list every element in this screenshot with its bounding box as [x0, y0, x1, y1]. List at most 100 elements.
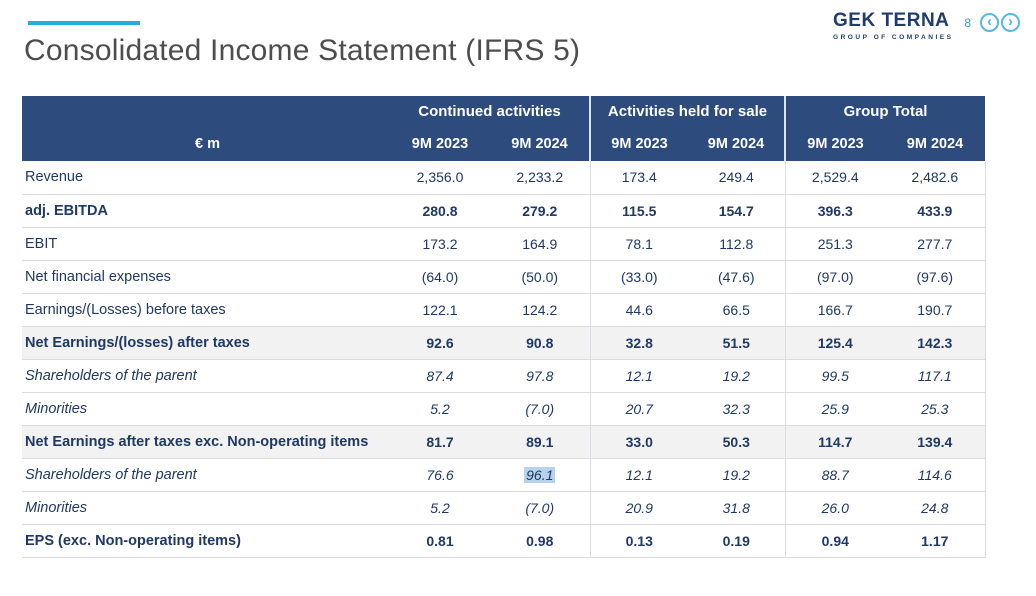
row-value: 139.4 [885, 425, 986, 459]
row-value: (64.0) [390, 260, 490, 294]
row-value: 114.6 [885, 458, 986, 492]
column-group-row: Continued activities Activities held for… [22, 96, 986, 127]
row-value: 142.3 [885, 326, 986, 360]
row-value: 19.2 [688, 359, 786, 393]
row-value: 1.17 [885, 524, 986, 558]
page-number: 8 [964, 15, 971, 30]
row-value: 44.6 [589, 293, 688, 327]
prev-slide-button[interactable]: ‹ [980, 13, 999, 32]
income-statement-table: Continued activities Activities held for… [22, 96, 986, 558]
period-header-row: € m 9M 2023 9M 2024 9M 2023 9M 2024 9M 2… [22, 127, 986, 161]
table-row: Net Earnings after taxes exc. Non-operat… [22, 425, 986, 459]
row-value: 96.1 [490, 458, 590, 492]
header-spacer [22, 96, 390, 127]
period-header: 9M 2024 [688, 127, 786, 161]
row-value: 249.4 [688, 161, 786, 195]
row-value: 25.3 [885, 392, 986, 426]
column-group-held-for-sale: Activities held for sale [588, 96, 786, 127]
row-value: 117.1 [885, 359, 986, 393]
period-header: 9M 2024 [490, 127, 590, 161]
table-row: EBIT 173.2 164.9 78.1 112.8 251.3 277.7 [22, 227, 986, 261]
slide-pager: 8 ‹ › [964, 13, 1020, 32]
row-value: 25.9 [784, 392, 886, 426]
table-row: Net Earnings/(losses) after taxes 92.6 90.… [22, 326, 986, 360]
row-label: adj. EBITDA [22, 194, 390, 228]
row-value: 12.1 [589, 458, 688, 492]
row-value: 26.0 [784, 491, 886, 525]
table-row: Earnings/(Losses) before taxes 122.1 124.2… [22, 293, 986, 327]
row-label: Minorities [22, 392, 390, 426]
row-value: 87.4 [390, 359, 490, 393]
row-value: 89.1 [490, 425, 590, 459]
row-value: (7.0) [490, 491, 590, 525]
column-group-continued: Continued activities [390, 96, 590, 127]
company-logo: GEK TERNA GROUP OF COMPANIES [833, 10, 954, 41]
table-row: Shareholders of the parent 76.6 96.1 12.1 19… [22, 458, 986, 492]
page-title: Consolidated Income Statement (IFRS 5) [24, 34, 581, 67]
row-value: 2,356.0 [390, 161, 490, 195]
row-value: 122.1 [390, 293, 490, 327]
row-value: 32.8 [589, 326, 688, 360]
table-row: Minorities 5.2 (7.0) 20.7 32.3 25.9 25.3 [22, 392, 986, 426]
column-group-group-total: Group Total [784, 96, 986, 127]
row-value: 396.3 [784, 194, 886, 228]
row-value: 20.9 [589, 491, 688, 525]
row-value: 32.3 [688, 392, 786, 426]
row-value: 0.94 [784, 524, 886, 558]
row-value: (97.0) [784, 260, 886, 294]
row-label: EBIT [22, 227, 390, 261]
row-value: 2,529.4 [784, 161, 886, 195]
table-row: Shareholders of the parent 87.4 97.8 12.1 19… [22, 359, 986, 393]
row-label: Shareholders of the parent [22, 359, 390, 393]
logo-text: GEK TERNA [833, 10, 950, 31]
row-value: 78.1 [589, 227, 688, 261]
row-value: 92.6 [390, 326, 490, 360]
period-header: 9M 2024 [885, 127, 986, 161]
period-header: 9M 2023 [390, 127, 490, 161]
table-row: Minorities 5.2 (7.0) 20.9 31.8 26.0 24.8 [22, 491, 986, 525]
title-accent-line [28, 21, 140, 25]
row-value: 50.3 [688, 425, 786, 459]
row-value: 124.2 [490, 293, 590, 327]
table-row: adj. EBITDA 280.8 279.2 115.5 154.7 396.3 433.… [22, 194, 986, 228]
row-value: 190.7 [885, 293, 986, 327]
row-value: 5.2 [390, 392, 490, 426]
period-header: 9M 2023 [589, 127, 688, 161]
row-value: 66.5 [688, 293, 786, 327]
table-body: Revenue 2,356.0 2,233.2 173.4 249.4 2,529.4 2,… [22, 161, 986, 558]
row-value: 12.1 [589, 359, 688, 393]
next-slide-button[interactable]: › [1001, 13, 1020, 32]
row-value: 280.8 [390, 194, 490, 228]
unit-label: € m [22, 127, 390, 161]
row-value: 99.5 [784, 359, 886, 393]
row-value: (33.0) [589, 260, 688, 294]
row-value: (47.6) [688, 260, 786, 294]
row-value: 251.3 [784, 227, 886, 261]
table-header: Continued activities Activities held for… [22, 96, 986, 161]
row-value: (7.0) [490, 392, 590, 426]
logo-subtitle: GROUP OF COMPANIES [833, 34, 954, 41]
row-value: 173.4 [589, 161, 688, 195]
table-row: EPS (exc. Non-operating items) 0.81 0.98 0.… [22, 524, 986, 558]
row-label: Earnings/(Losses) before taxes [22, 293, 390, 327]
row-value: 20.7 [589, 392, 688, 426]
row-label: Shareholders of the parent [22, 458, 390, 492]
row-label: Net Earnings/(losses) after taxes [22, 326, 390, 360]
row-value: 2,233.2 [490, 161, 590, 195]
row-value: 0.81 [390, 524, 490, 558]
row-value: 88.7 [784, 458, 886, 492]
row-label: Revenue [22, 161, 390, 195]
row-value: 0.19 [688, 524, 786, 558]
row-label: EPS (exc. Non-operating items) [22, 524, 390, 558]
row-label: Minorities [22, 491, 390, 525]
row-value: 33.0 [589, 425, 688, 459]
row-value: 112.8 [688, 227, 786, 261]
period-header: 9M 2023 [784, 127, 886, 161]
row-value: 5.2 [390, 491, 490, 525]
row-value: 97.8 [490, 359, 590, 393]
row-label: Net financial expenses [22, 260, 390, 294]
row-value: 76.6 [390, 458, 490, 492]
row-value: 81.7 [390, 425, 490, 459]
row-value: 90.8 [490, 326, 590, 360]
